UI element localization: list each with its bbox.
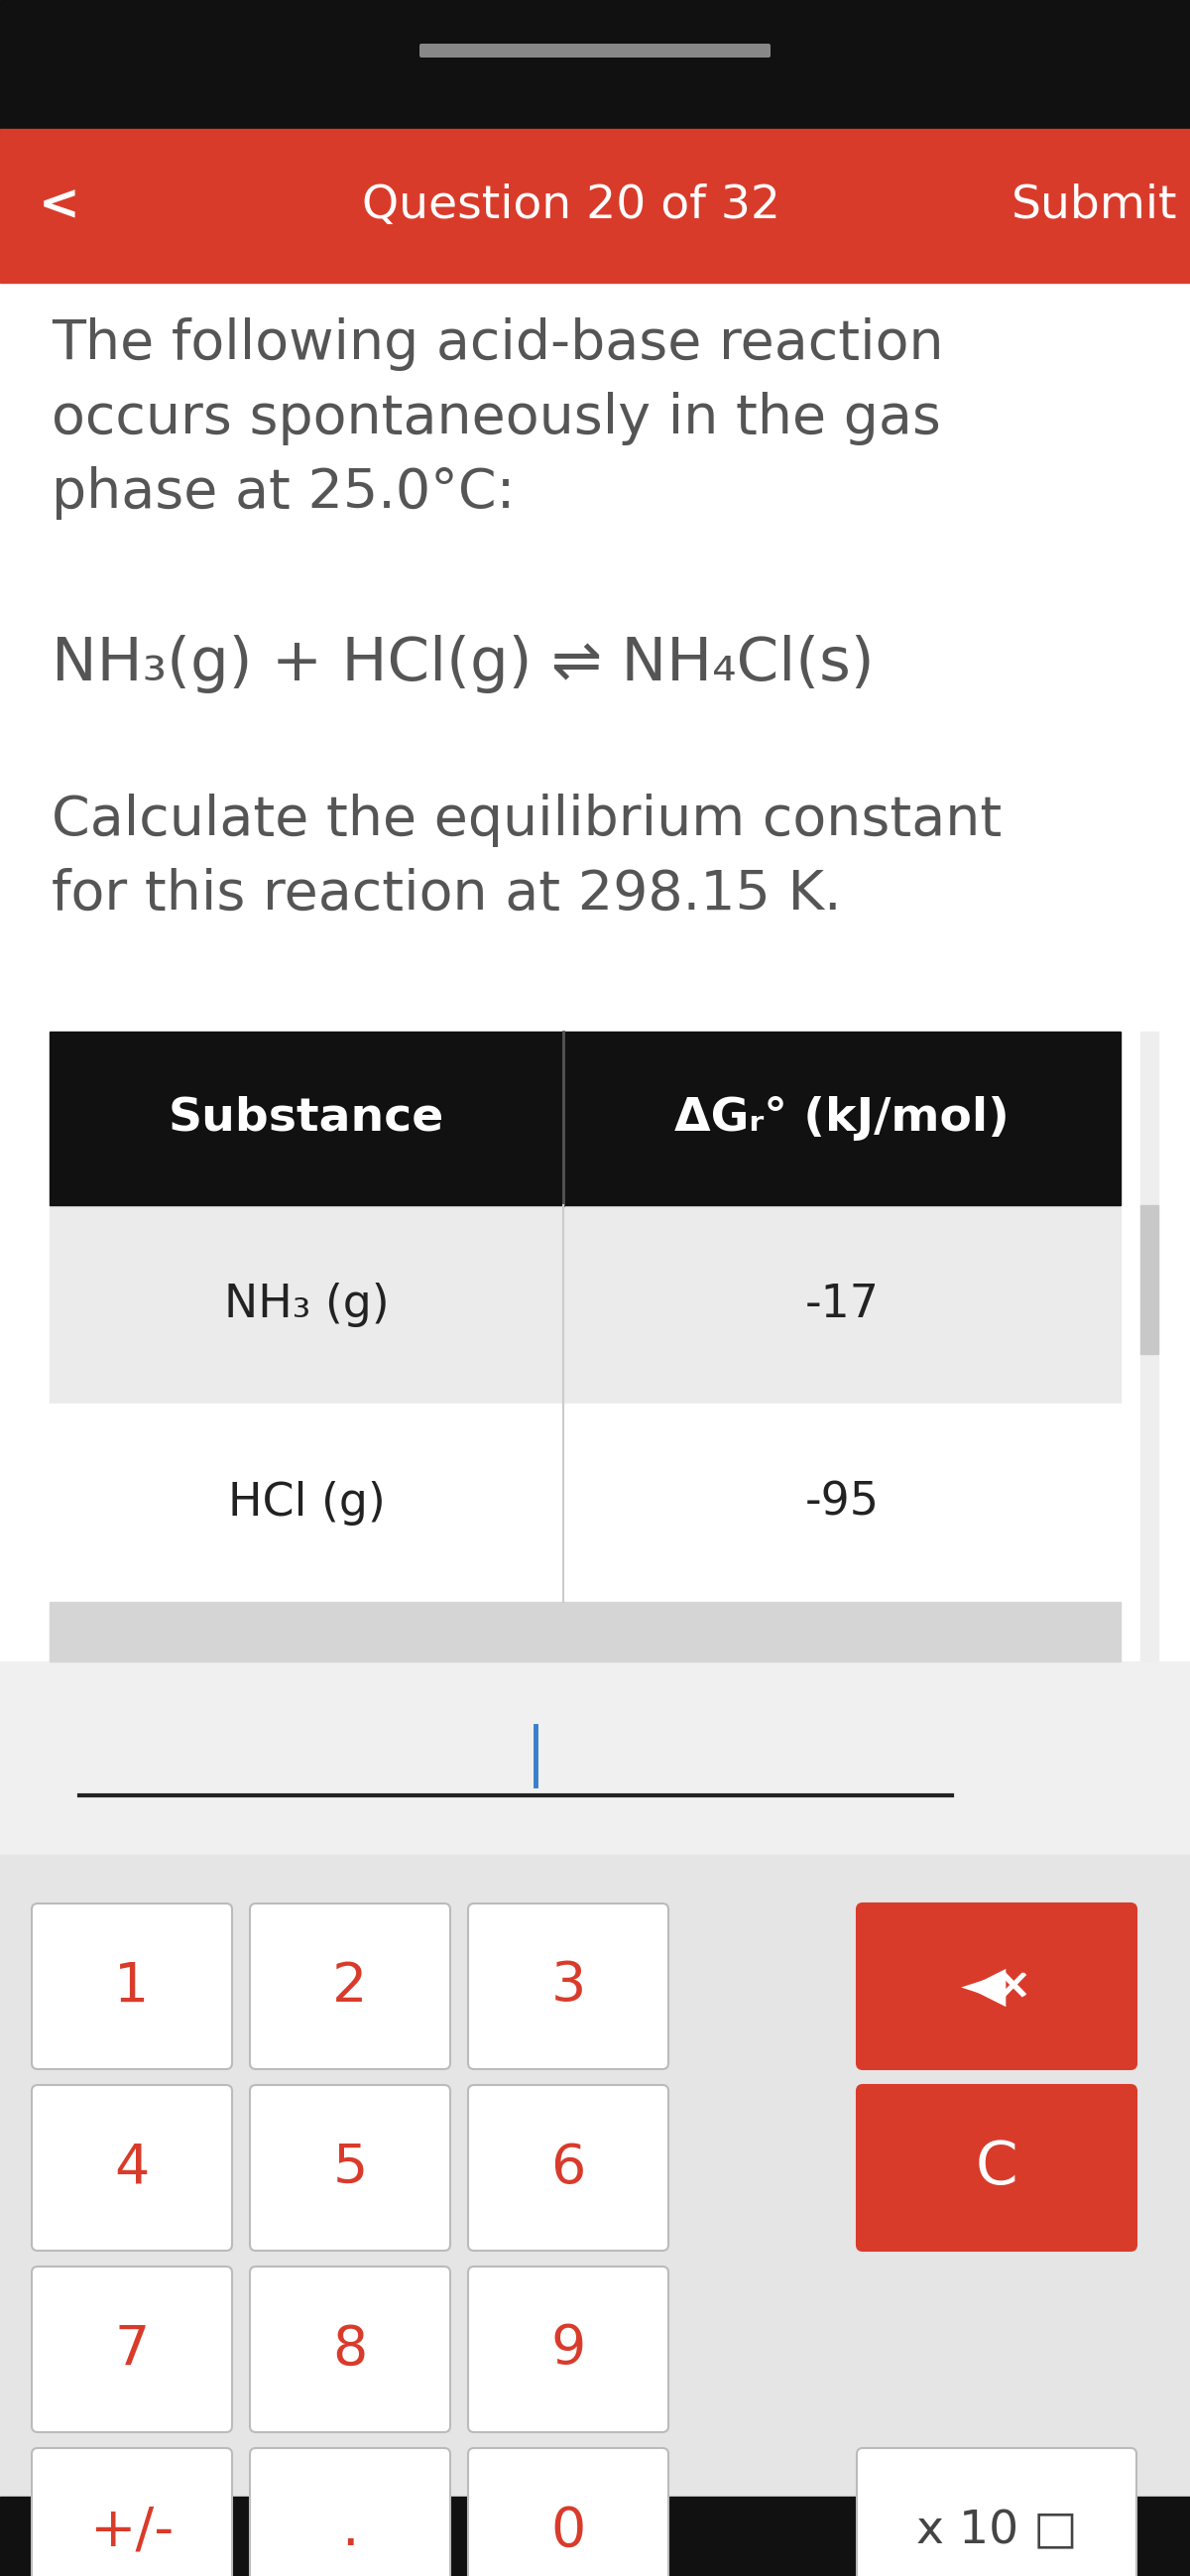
Text: x 10 □: x 10 □ — [916, 2509, 1077, 2553]
Bar — [50, 1030, 1121, 1206]
Bar — [1140, 1030, 1158, 1662]
Text: HCl (g): HCl (g) — [228, 1481, 386, 1525]
Bar — [0, 2496, 1190, 2576]
Text: 7: 7 — [114, 2324, 150, 2375]
Text: 0: 0 — [551, 2504, 585, 2558]
Text: Question 20 of 32: Question 20 of 32 — [362, 183, 781, 229]
FancyBboxPatch shape — [468, 2447, 669, 2576]
Bar — [0, 1855, 1190, 2496]
FancyBboxPatch shape — [420, 44, 771, 57]
FancyBboxPatch shape — [468, 1904, 669, 2069]
Text: Submit: Submit — [1012, 183, 1178, 229]
FancyBboxPatch shape — [250, 2084, 450, 2251]
Text: ◄×: ◄× — [962, 1965, 1032, 2007]
Bar — [50, 1602, 1121, 1662]
Text: C: C — [976, 2138, 1017, 2197]
Bar — [0, 1662, 1190, 1855]
Text: 1: 1 — [114, 1960, 150, 2012]
Text: The following acid-base reaction
occurs spontaneously in the gas
phase at 25.0°C: The following acid-base reaction occurs … — [51, 317, 944, 520]
Text: 9: 9 — [551, 2324, 585, 2375]
Text: NH₃(g) + HCl(g) ⇌ NH₄Cl(s): NH₃(g) + HCl(g) ⇌ NH₄Cl(s) — [51, 634, 875, 693]
Text: ×: × — [997, 1965, 1032, 2007]
Bar — [0, 0, 1190, 129]
FancyBboxPatch shape — [468, 2084, 669, 2251]
Text: +/-: +/- — [89, 2504, 174, 2558]
FancyBboxPatch shape — [250, 2267, 450, 2432]
Text: -17: -17 — [804, 1283, 879, 1327]
Text: .: . — [342, 2504, 359, 2558]
FancyBboxPatch shape — [32, 2084, 232, 2251]
Text: -95: -95 — [804, 1481, 879, 1525]
Bar — [50, 1404, 1121, 1602]
Bar — [0, 283, 1190, 1855]
FancyBboxPatch shape — [250, 2447, 450, 2576]
FancyBboxPatch shape — [857, 2447, 1136, 2576]
Text: 6: 6 — [551, 2141, 585, 2195]
Bar — [50, 1206, 1121, 1404]
Text: 4: 4 — [114, 2141, 150, 2195]
FancyBboxPatch shape — [32, 1904, 232, 2069]
Text: ΔGᵣ° (kJ/mol): ΔGᵣ° (kJ/mol) — [675, 1095, 1009, 1141]
Bar — [1140, 1206, 1158, 1355]
Text: ◀: ◀ — [967, 1963, 1006, 2009]
Text: NH₃ (g): NH₃ (g) — [224, 1283, 389, 1327]
Bar — [0, 129, 1190, 283]
Text: Calculate the equilibrium constant
for this reaction at 298.15 K.: Calculate the equilibrium constant for t… — [51, 793, 1002, 922]
FancyBboxPatch shape — [250, 1904, 450, 2069]
Text: 3: 3 — [551, 1960, 585, 2012]
FancyBboxPatch shape — [32, 2447, 232, 2576]
Text: 2: 2 — [332, 1960, 368, 2012]
Text: <: < — [39, 183, 80, 229]
Text: 8: 8 — [332, 2324, 368, 2375]
FancyBboxPatch shape — [32, 2267, 232, 2432]
Text: 5: 5 — [332, 2141, 368, 2195]
Text: Substance: Substance — [169, 1095, 445, 1141]
FancyBboxPatch shape — [857, 2084, 1136, 2251]
FancyBboxPatch shape — [857, 1904, 1136, 2069]
FancyBboxPatch shape — [468, 2267, 669, 2432]
